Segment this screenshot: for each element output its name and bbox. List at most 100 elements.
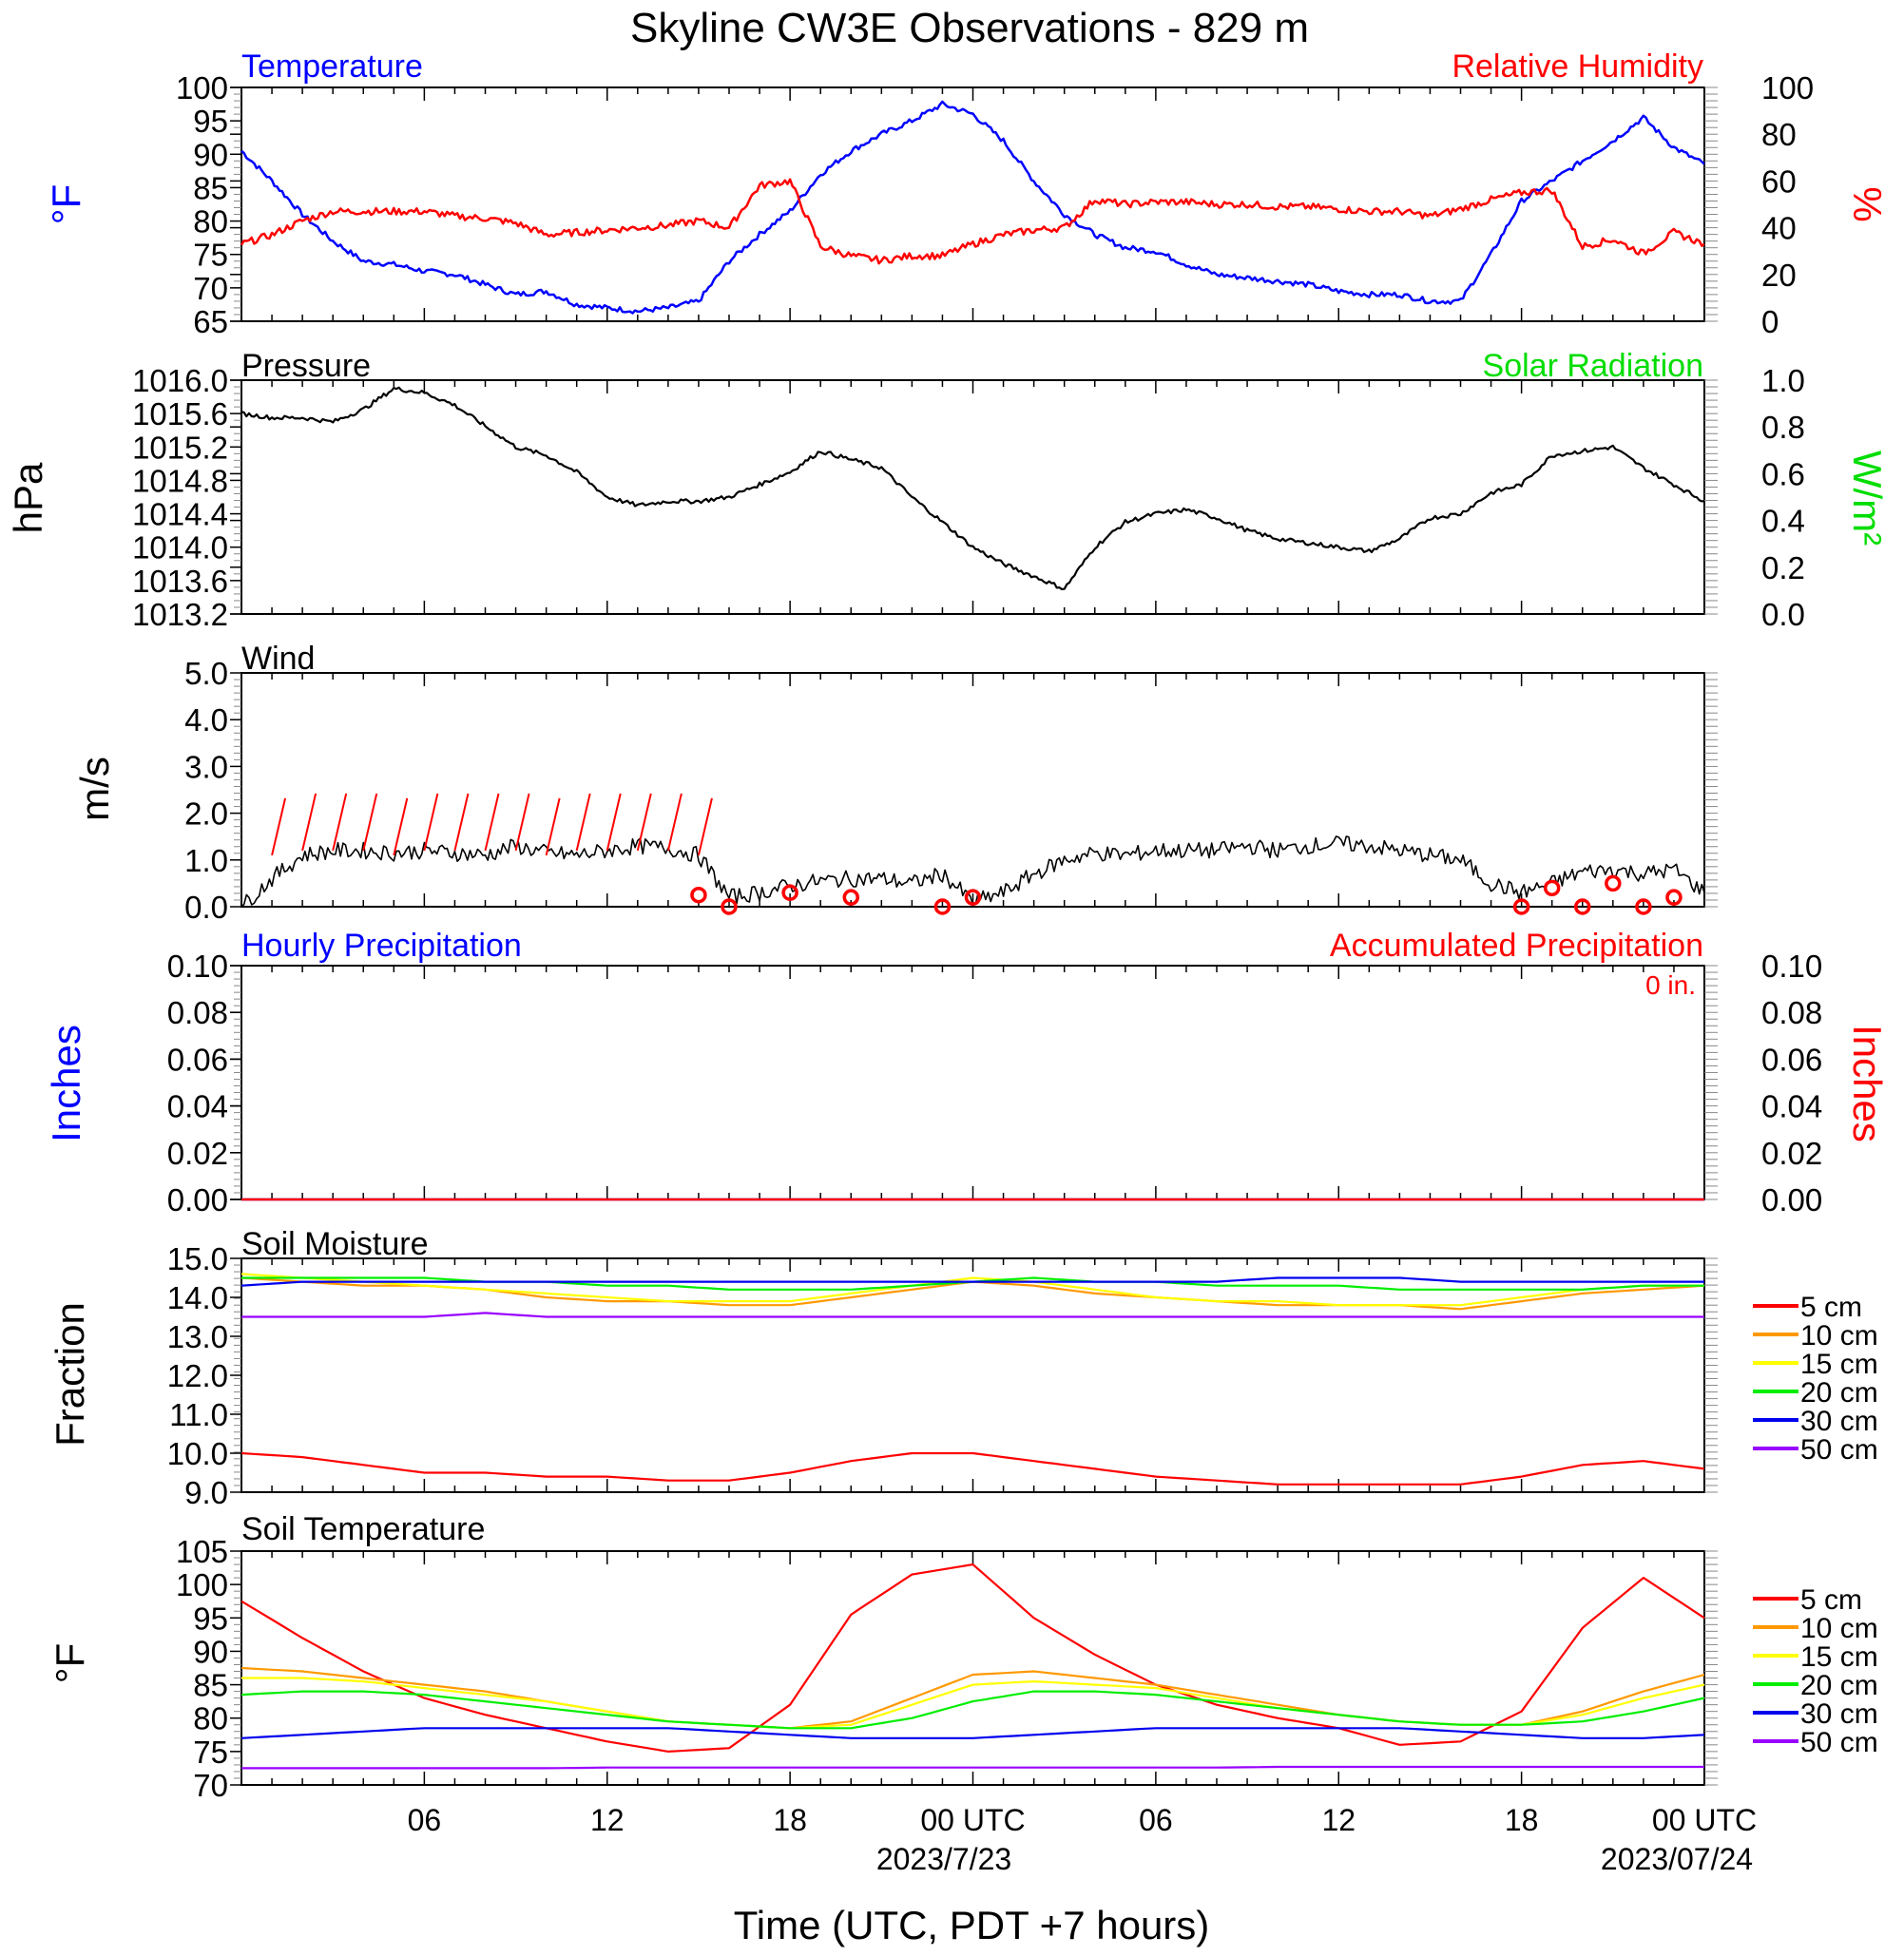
left-tick-label: 4.0 xyxy=(184,702,228,738)
panel-frame-soilt xyxy=(240,1550,1705,1786)
legend-label: 15 cm xyxy=(1800,1641,1878,1673)
calm-wind-marker xyxy=(1665,889,1683,906)
left-tick-label: 0.06 xyxy=(167,1042,228,1077)
calm-wind-marker xyxy=(933,898,952,915)
figure-title: Skyline CW3E Observations - 829 m xyxy=(630,5,1309,51)
right-tick-label: 100 xyxy=(1761,70,1814,105)
wind-barb xyxy=(453,793,470,852)
x-tick-label: 00 UTC xyxy=(920,1803,1025,1837)
left-tick-label: 14.0 xyxy=(167,1280,228,1315)
legend-label: 20 cm xyxy=(1800,1670,1878,1701)
temperature-title: Temperature xyxy=(241,48,423,85)
left-tick-label: 5.0 xyxy=(184,656,228,691)
precip-total-label: 0 in. xyxy=(1645,970,1696,1000)
right-tick-label: 1.0 xyxy=(1761,363,1805,398)
hourly-precip-unit: Inches xyxy=(44,1025,88,1142)
wind-barb xyxy=(666,793,683,852)
date-label-1: 2023/7/23 xyxy=(876,1842,1011,1876)
left-tick-label: 1.0 xyxy=(184,843,228,878)
x-tick-label: 12 xyxy=(1321,1803,1356,1837)
left-tick-label: 2.0 xyxy=(184,796,228,832)
wind-title: Wind xyxy=(241,641,315,677)
left-tick-label: 1016.0 xyxy=(132,363,228,398)
calm-wind-marker xyxy=(721,898,738,915)
left-tick-label: 11.0 xyxy=(169,1397,228,1432)
legend-label: 10 cm xyxy=(1800,1320,1878,1352)
left-tick-label: 80 xyxy=(193,204,228,240)
legend-label: 20 cm xyxy=(1800,1377,1878,1409)
left-tick-label: 90 xyxy=(193,1634,228,1669)
left-tick-label: 3.0 xyxy=(184,749,228,784)
calm-wind-marker xyxy=(781,884,798,901)
left-tick-label: 90 xyxy=(193,137,228,172)
wind-barb xyxy=(271,797,287,856)
left-tick-label: 75 xyxy=(193,1735,228,1770)
left-tick-label: 1013.2 xyxy=(132,597,228,632)
x-tick-label: 12 xyxy=(590,1803,625,1837)
right-tick-label: 0.08 xyxy=(1761,995,1822,1030)
calm-wind-marker xyxy=(1512,898,1530,915)
right-tick-label: 0.8 xyxy=(1761,410,1805,445)
calm-wind-marker xyxy=(1543,879,1561,897)
wind-unit: m/s xyxy=(72,757,117,821)
accum-precip-title: Accumulated Precipitation xyxy=(1330,928,1703,964)
wind-barb xyxy=(332,793,348,852)
wind-barb xyxy=(393,797,409,856)
soil-moisture-30cm xyxy=(240,1276,1704,1287)
left-tick-label: 95 xyxy=(193,1601,228,1636)
x-tick-label: 18 xyxy=(773,1803,807,1837)
rh-unit: % xyxy=(1845,186,1890,221)
soil-moisture-unit: Fraction xyxy=(48,1302,92,1447)
legend-label: 30 cm xyxy=(1800,1698,1878,1730)
soil-moisture-title: Soil Moisture xyxy=(241,1226,429,1262)
left-tick-label: 1015.2 xyxy=(132,430,228,465)
left-tick-label: 9.0 xyxy=(184,1475,228,1510)
solar-unit: W/m² xyxy=(1845,451,1890,546)
wind-barb xyxy=(514,793,530,852)
rh-series xyxy=(240,178,1705,265)
left-tick-label: 0.0 xyxy=(184,890,228,925)
right-tick-label: 0.10 xyxy=(1761,949,1822,984)
soil-moisture-15cm xyxy=(240,1273,1704,1307)
calm-wind-marker xyxy=(1635,898,1652,915)
wind-barb xyxy=(545,797,561,856)
left-tick-label: 80 xyxy=(193,1701,228,1736)
date-label-2: 2023/07/24 xyxy=(1601,1842,1753,1876)
left-tick-label: 70 xyxy=(193,1768,228,1803)
right-tick-label: 0.04 xyxy=(1761,1089,1822,1124)
left-tick-label: 0.10 xyxy=(167,949,228,984)
legend-label: 50 cm xyxy=(1800,1727,1878,1758)
x-tick-label: 18 xyxy=(1505,1803,1539,1837)
panel-frame-precip xyxy=(240,965,1705,1200)
x-tick-label: 06 xyxy=(408,1803,442,1837)
wind-barb xyxy=(636,793,652,852)
pressure-title: Pressure xyxy=(241,348,371,384)
wind-barb xyxy=(362,793,378,852)
left-tick-label: 0.08 xyxy=(167,995,228,1030)
solar-title: Solar Radiation xyxy=(1483,348,1703,384)
soil-temp-15cm xyxy=(241,1677,1705,1730)
left-tick-label: 1014.0 xyxy=(132,530,228,566)
calm-wind-marker xyxy=(1574,898,1591,915)
left-tick-label: 13.0 xyxy=(167,1319,228,1354)
wind-barb xyxy=(301,793,317,852)
temperature-unit: °F xyxy=(44,184,88,224)
x-tick-label: 00 UTC xyxy=(1652,1803,1757,1837)
right-tick-label: 0.06 xyxy=(1761,1042,1822,1077)
left-tick-label: 0.00 xyxy=(167,1182,228,1218)
legend-label: 5 cm xyxy=(1800,1292,1862,1323)
pressure-unit: hPa xyxy=(6,462,50,533)
panel-frame-soilm xyxy=(240,1257,1705,1493)
soil-temp-5cm xyxy=(240,1563,1705,1753)
right-tick-label: 0.0 xyxy=(1761,597,1805,632)
right-tick-label: 0.6 xyxy=(1761,456,1805,491)
wind-barb xyxy=(484,793,500,852)
left-tick-label: 75 xyxy=(193,238,228,273)
accum-precip-unit: Inches xyxy=(1845,1025,1890,1142)
right-tick-label: 80 xyxy=(1761,117,1797,152)
right-tick-label: 20 xyxy=(1761,258,1797,293)
legend-label: 30 cm xyxy=(1800,1406,1878,1437)
left-tick-label: 100 xyxy=(176,1567,228,1602)
